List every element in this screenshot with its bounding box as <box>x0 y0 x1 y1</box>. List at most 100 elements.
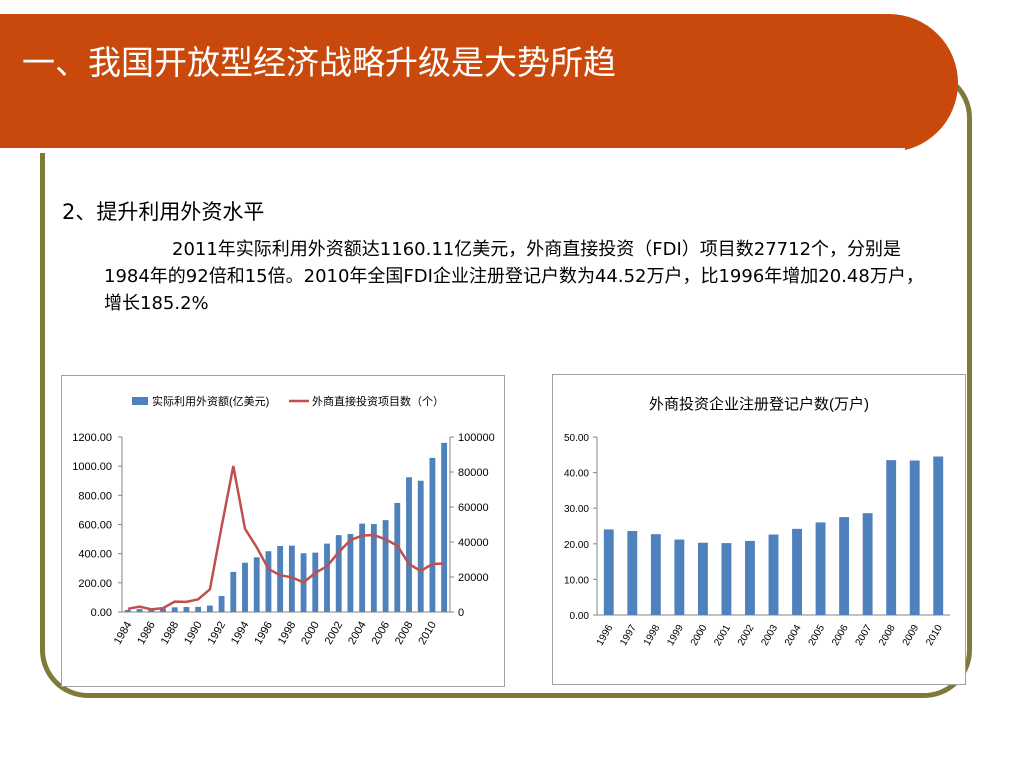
chart1-bar <box>183 607 190 612</box>
chart2-x-tick: 1998 <box>642 623 663 648</box>
chart2-bar <box>862 513 873 615</box>
chart1-line <box>127 465 445 611</box>
chart1-bar <box>288 545 295 612</box>
chart2-bar <box>721 543 732 615</box>
chart2-y-tick: 50.00 <box>564 433 589 444</box>
chart1-y-right-tick: 60000 <box>458 502 489 514</box>
chart1-legend: 实际利用外资额(亿美元) 外商直接投资项目数（个） <box>132 394 444 408</box>
chart1-bar <box>429 457 436 612</box>
chart2-bar <box>650 534 661 615</box>
chart1-bar <box>335 535 342 612</box>
chart2-bar <box>886 460 897 615</box>
chart2-x-tick: 2001 <box>712 623 733 648</box>
chart1-x-tick: 1988 <box>159 620 182 647</box>
chart1-bar <box>195 606 202 612</box>
chart1-x-tick: 2006 <box>370 620 393 647</box>
chart2-y-tick: 10.00 <box>564 575 589 586</box>
chart1-bar <box>312 552 319 612</box>
chart1-bar <box>324 543 330 612</box>
section-heading: 2、提升利用外资水平 <box>62 200 265 224</box>
chart2-bar <box>933 456 944 615</box>
chart1-x-tick: 1986 <box>135 620 158 647</box>
chart1-x-tick: 1984 <box>112 620 135 647</box>
body-paragraph: 2011年实际利用外资额达1160.11亿美元，外商直接投资（FDI）项目数27… <box>104 239 924 314</box>
chart1-y-left-tick: 1200.00 <box>72 432 112 444</box>
chart1-y-right-tick: 100000 <box>458 432 495 444</box>
chart1-y-left-tick: 1000.00 <box>72 461 112 473</box>
chart2-x-tick: 2006 <box>830 623 851 648</box>
chart2-x-tick: 2008 <box>877 623 898 648</box>
chart1-bar <box>382 520 389 612</box>
chart1-bar <box>171 607 178 612</box>
chart1-y-right-tick: 40000 <box>458 537 489 549</box>
chart1-bar <box>124 609 131 612</box>
chart1-bars <box>124 442 448 612</box>
chart2-bar <box>697 542 708 615</box>
chart1-bar <box>406 477 412 612</box>
chart-fdi-amount-projects: 实际利用外资额(亿美元) 外商直接投资项目数（个） 0.00 200.00 400.… <box>61 375 505 687</box>
chart2-y-tick: 0.00 <box>570 611 590 622</box>
chart1-y-left-tick: 400.00 <box>78 549 112 561</box>
chart2-bar <box>674 539 685 615</box>
chart1-svg: 实际利用外资额(亿美元) 外商直接投资项目数（个） 0.00 200.00 400.… <box>72 394 495 647</box>
chart1-y-left-tick: 0.00 <box>91 607 112 619</box>
chart1-bar <box>242 562 248 612</box>
legend-line-label: 外商直接投资项目数（个） <box>312 394 444 408</box>
chart2-x-tick: 1999 <box>665 623 686 648</box>
chart1-bar <box>359 523 366 612</box>
chart2-x-tick: 2003 <box>759 623 780 648</box>
chart2-y-tick: 20.00 <box>564 540 589 551</box>
chart1-y-right-tick: 80000 <box>458 467 489 479</box>
chart1-bar <box>230 571 237 612</box>
chart1-x-tick: 2000 <box>299 620 322 647</box>
chart1-y-left-tick: 200.00 <box>78 578 112 590</box>
chart1-bar <box>417 480 424 612</box>
chart2-y-tick: 40.00 <box>564 469 589 480</box>
chart1-bar <box>206 605 213 612</box>
chart1-x-tick: 1994 <box>229 620 252 647</box>
chart1-y-left-tick: 800.00 <box>78 490 112 502</box>
chart1-y-right-tick: 20000 <box>458 572 489 584</box>
title-underline <box>0 148 905 153</box>
chart2-bar <box>768 534 779 615</box>
chart1-bar <box>218 595 225 612</box>
chart2-svg: 外商投资企业注册登记户数(万户) 0.00 10.00 20.00 30.00 40.0… <box>564 395 950 648</box>
chart2-x-tick: 2007 <box>854 623 875 648</box>
slide-title: 一、我国开放型经济战略升级是大势所趋 <box>22 43 616 82</box>
chart1-x-tick: 1992 <box>206 620 229 647</box>
chart1-y-left-tick: 600.00 <box>78 520 112 532</box>
chart2-x-tick: 2000 <box>689 623 710 648</box>
chart2-bar <box>815 522 826 615</box>
chart1-x-tick: 2004 <box>346 620 369 647</box>
chart1-x-tick: 1996 <box>252 620 275 647</box>
chart2-x-tick: 2004 <box>783 623 804 648</box>
chart2-x-tick: 2002 <box>736 623 757 648</box>
chart2-bar <box>745 540 755 615</box>
chart1-axes <box>118 436 454 613</box>
chart2-x-tick: 1997 <box>618 623 639 648</box>
chart1-bar <box>277 545 284 612</box>
chart2-y-tick: 30.00 <box>564 504 589 515</box>
chart2-x-tick: 2010 <box>924 623 945 648</box>
chart1-bar <box>136 609 143 612</box>
chart1-bar <box>394 502 401 612</box>
chart1-x-tick: 1990 <box>182 620 205 647</box>
chart2-bar <box>792 528 802 615</box>
chart1-series-line <box>127 465 445 611</box>
title-bar: 一、我国开放型经济战略升级是大势所趋 <box>0 14 958 153</box>
chart2-x-tick: 2009 <box>901 623 922 648</box>
chart1-bar <box>441 442 448 612</box>
chart1-bar <box>265 551 272 612</box>
chart2-bars <box>603 456 944 615</box>
chart1-bar <box>160 608 166 612</box>
chart2-bar <box>627 530 638 615</box>
legend-bar-label: 实际利用外资额(亿美元) <box>152 394 269 408</box>
chart1-bar <box>253 557 260 612</box>
chart1-x-tick: 2002 <box>323 620 346 647</box>
chart1-x-tick: 1998 <box>276 620 299 647</box>
chart1-bar <box>347 533 354 612</box>
chart1-y-right-tick: 0 <box>458 607 464 619</box>
chart2-title: 外商投资企业注册登记户数(万户) <box>649 395 869 413</box>
chart2-bar <box>603 529 614 615</box>
chart1-x-tick: 2008 <box>393 620 416 647</box>
